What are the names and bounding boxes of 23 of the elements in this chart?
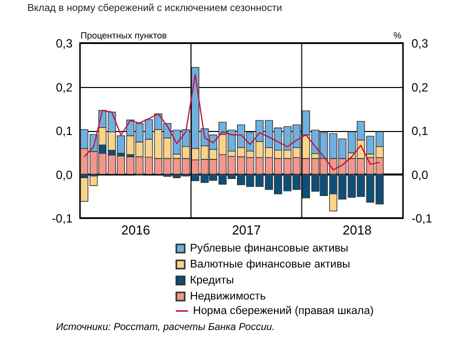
text: Источники: Росстат, расчеты Банка России. <box>56 322 275 333</box>
y-tick-label: 0,2 <box>56 80 73 94</box>
y-tick-label: -0,1 <box>52 212 73 226</box>
y-tick-label: 0,1 <box>56 124 73 138</box>
y2-tick-label: 0,2 <box>412 80 429 94</box>
legend-label: Недвижимость <box>190 290 266 302</box>
y2-axis-title: % <box>393 30 402 40</box>
y2-tick-label: -0,1 <box>412 212 433 226</box>
x-tick-label: 2017 <box>232 222 261 238</box>
x-tick-label: 2018 <box>342 222 372 238</box>
legend-label: Валютные финансовые активы <box>190 258 350 270</box>
y-tick-label: 0,3 <box>56 36 73 50</box>
legend-label: Рублевые финансовые активы <box>190 242 348 254</box>
legend-label: Норма сбережений (правая шкала) <box>193 305 374 317</box>
x-tick-label: 2016 <box>121 222 150 238</box>
y2-tick-label: 0,0 <box>412 168 429 182</box>
y2-tick-label: 0,1 <box>412 124 429 138</box>
y-axis-title: Процентных пунктов <box>80 30 167 40</box>
y-tick-label: 0,0 <box>56 168 73 182</box>
y2-tick-label: 0,3 <box>412 36 429 50</box>
chart-title: Вклад в норму сбережений с исключением сезонности <box>27 3 282 14</box>
legend-label: Кредиты <box>190 274 234 286</box>
line-series <box>84 74 380 170</box>
